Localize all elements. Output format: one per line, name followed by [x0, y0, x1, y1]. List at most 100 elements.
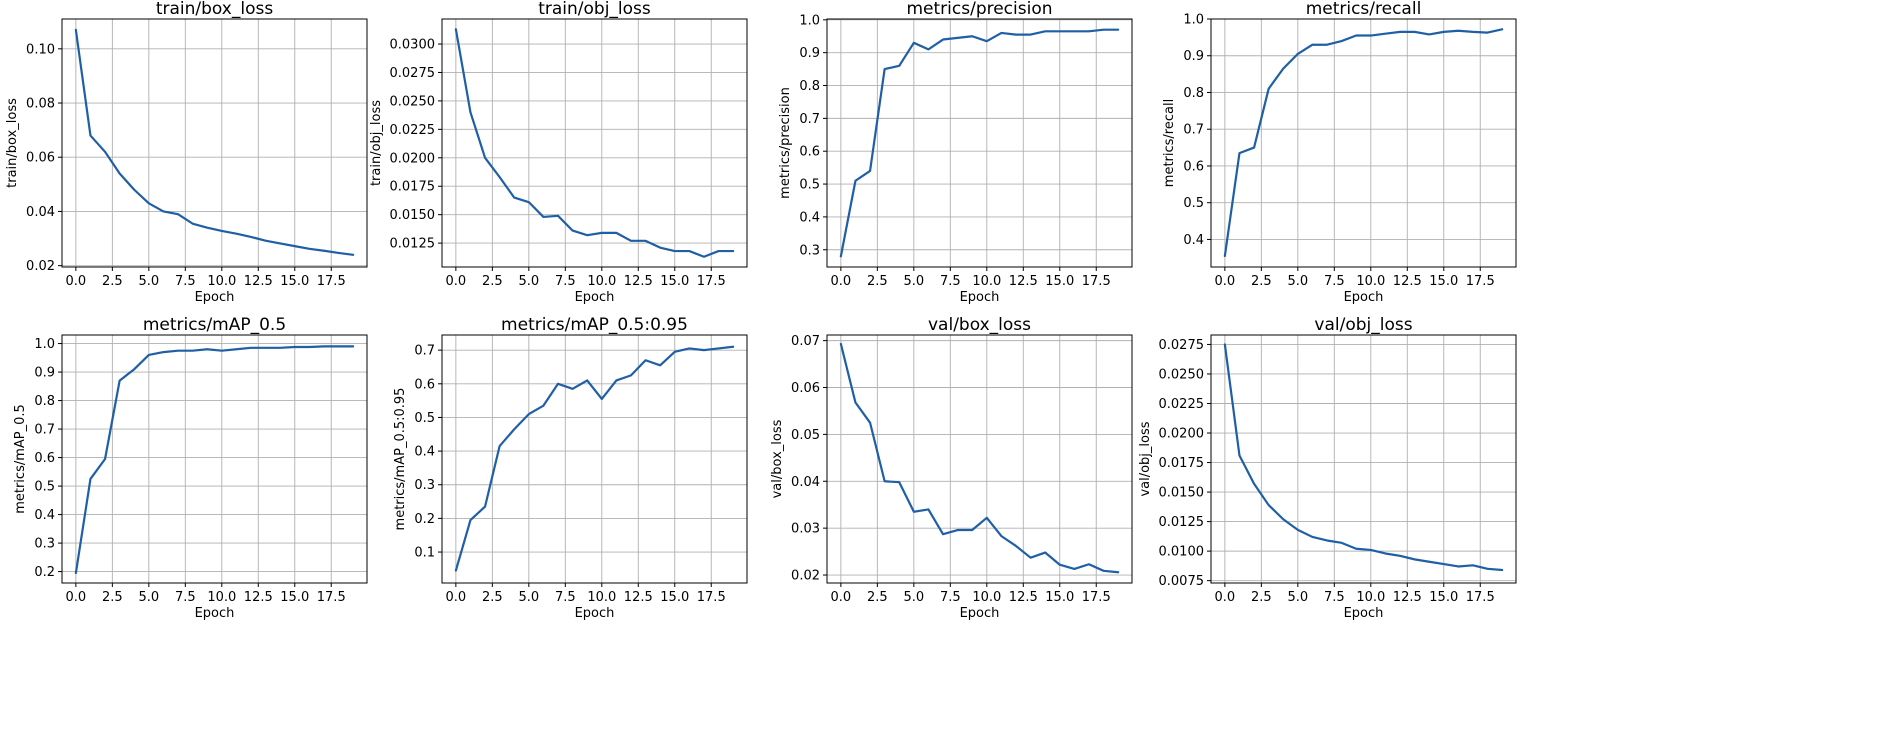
y-tick-label: 0.0125 [1159, 515, 1205, 530]
x-axis-label: Epoch [195, 290, 235, 305]
x-axis-label: Epoch [575, 290, 615, 305]
x-axis-label: Epoch [1344, 606, 1384, 621]
y-axis-label: metrics/mAP_0.5 [13, 404, 28, 514]
y-tick-label: 0.3 [799, 243, 820, 258]
y-axis-label: metrics/precision [778, 87, 793, 199]
x-tick-label: 2.5 [102, 274, 123, 289]
x-tick-label: 15.0 [660, 590, 689, 605]
y-tick-label: 0.0250 [1159, 367, 1205, 382]
x-tick-label: 7.5 [1324, 590, 1345, 605]
series-line [1223, 343, 1504, 572]
x-tick-label: 7.5 [940, 590, 961, 605]
x-tick-label: 5.0 [903, 590, 924, 605]
plot-frame [441, 334, 748, 584]
y-tick-label: 0.0075 [1159, 574, 1205, 589]
plot-frame [1210, 18, 1517, 268]
x-tick-label: 17.5 [1466, 590, 1495, 605]
y-tick-label: 0.5 [414, 411, 435, 426]
x-tick-label: 0.0 [831, 274, 852, 289]
y-tick-label: 0.0175 [390, 180, 436, 195]
x-tick-label: 17.5 [1466, 274, 1495, 289]
y-tick-label: 0.4 [414, 445, 435, 460]
plot-frame [1210, 334, 1517, 584]
plot-frame [826, 334, 1133, 584]
x-tick-label: 5.0 [518, 274, 539, 289]
y-tick-label: 0.0250 [390, 94, 436, 109]
y-axis-label: val/obj_loss [1138, 421, 1153, 496]
x-tick-label: 0.0 [66, 590, 87, 605]
y-tick-label: 0.02 [26, 259, 55, 274]
x-tick-label: 10.0 [972, 274, 1001, 289]
series-line [454, 345, 735, 572]
x-tick-label: 0.0 [446, 274, 467, 289]
x-tick-label: 10.0 [207, 590, 236, 605]
y-tick-label: 0.07 [791, 334, 820, 349]
y-tick-label: 0.0150 [390, 208, 436, 223]
x-tick-label: 7.5 [555, 590, 576, 605]
x-tick-label: 17.5 [317, 590, 346, 605]
x-tick-label: 15.0 [1045, 274, 1074, 289]
x-tick-label: 0.0 [831, 590, 852, 605]
y-tick-label: 0.0225 [390, 123, 436, 138]
x-tick-label: 5.0 [903, 274, 924, 289]
y-tick-label: 0.7 [1183, 123, 1204, 138]
x-tick-label: 10.0 [587, 274, 616, 289]
series-line [74, 345, 355, 575]
series-line [839, 28, 1120, 258]
x-axis-label: Epoch [1344, 290, 1384, 305]
subplot-title: val/obj_loss [1314, 315, 1412, 335]
x-tick-label: 0.0 [66, 274, 87, 289]
x-tick-label: 5.0 [138, 590, 159, 605]
y-tick-label: 1.0 [34, 337, 55, 352]
x-tick-label: 15.0 [280, 274, 309, 289]
subplot: 0.0 2.5 5.0 7.5 10.0 12.5 15.0 17.5 0.02 0.04 0.06… [5, 0, 368, 305]
subplot-title: val/box_loss [928, 315, 1031, 335]
x-axis-label: Epoch [195, 606, 235, 621]
y-tick-label: 0.10 [26, 42, 55, 57]
series-line [454, 28, 735, 258]
y-tick-label: 0.05 [791, 428, 820, 443]
subplot-title: metrics/mAP_0.5:0.95 [501, 315, 688, 335]
x-tick-label: 17.5 [1082, 274, 1111, 289]
y-tick-label: 0.9 [1183, 49, 1204, 64]
y-tick-label: 0.4 [34, 508, 55, 523]
x-tick-label: 17.5 [697, 590, 726, 605]
y-tick-label: 0.06 [791, 381, 820, 396]
plot-frame [826, 18, 1133, 268]
y-tick-label: 0.03 [791, 522, 820, 537]
x-tick-label: 12.5 [624, 274, 653, 289]
y-tick-label: 0.6 [414, 377, 435, 392]
x-tick-label: 2.5 [102, 590, 123, 605]
x-tick-label: 15.0 [1429, 590, 1458, 605]
x-tick-label: 2.5 [867, 590, 888, 605]
x-tick-label: 17.5 [1082, 590, 1111, 605]
x-tick-label: 10.0 [207, 274, 236, 289]
y-axis-label: metrics/recall [1162, 99, 1177, 187]
y-tick-label: 0.0225 [1159, 397, 1205, 412]
series-line [1223, 28, 1504, 258]
x-tick-label: 7.5 [940, 274, 961, 289]
x-tick-label: 10.0 [587, 590, 616, 605]
x-tick-label: 15.0 [280, 590, 309, 605]
y-axis-label: metrics/mAP_0.5:0.95 [393, 388, 408, 531]
subplot: 0.0 2.5 5.0 7.5 10.0 12.5 15.0 17.5 0.02 0.03 0.04… [770, 315, 1133, 621]
y-tick-label: 0.8 [1183, 86, 1204, 101]
y-tick-label: 0.3 [414, 478, 435, 493]
series-line [74, 28, 355, 256]
x-axis-label: Epoch [575, 606, 615, 621]
y-tick-label: 0.2 [414, 512, 435, 527]
y-tick-label: 0.9 [34, 366, 55, 381]
y-tick-label: 0.0100 [1159, 545, 1205, 560]
x-tick-label: 15.0 [1045, 590, 1074, 605]
y-tick-label: 0.0175 [1159, 456, 1205, 471]
y-axis-label: train/box_loss [5, 98, 20, 188]
x-tick-label: 0.0 [1215, 274, 1236, 289]
x-tick-label: 7.5 [1324, 274, 1345, 289]
x-axis-label: Epoch [960, 606, 1000, 621]
subplot-title: train/obj_loss [538, 0, 651, 19]
y-tick-label: 0.04 [26, 205, 55, 220]
subplot-title: train/box_loss [156, 0, 274, 19]
x-tick-label: 2.5 [482, 274, 503, 289]
subplot: 0.0 2.5 5.0 7.5 10.0 12.5 15.0 17.5 0.3 0.4 0.5 0.6… [778, 0, 1133, 305]
x-tick-label: 5.0 [518, 590, 539, 605]
